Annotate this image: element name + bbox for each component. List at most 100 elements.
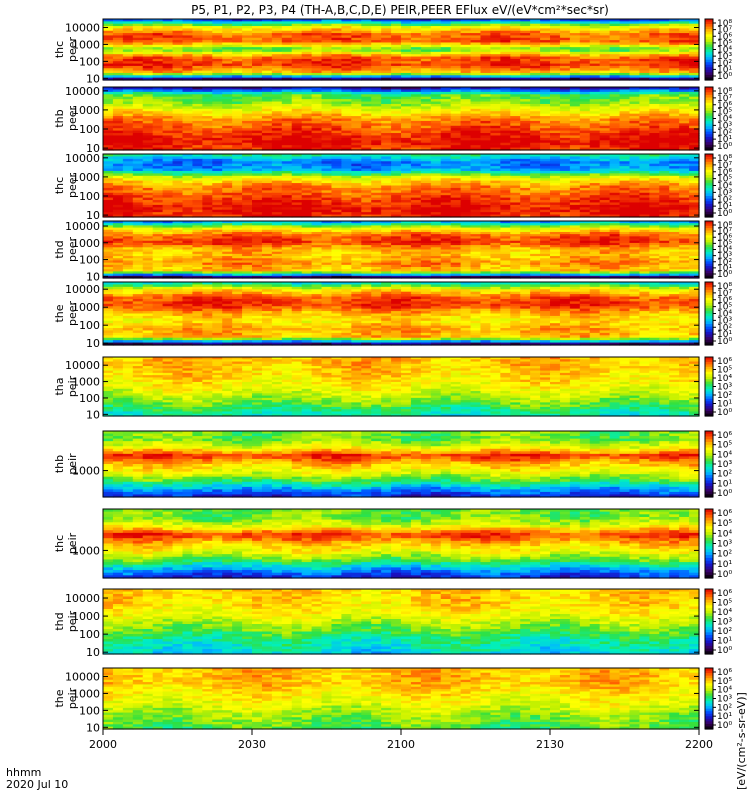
y-tick-label: 1000 [72,171,100,184]
colorbar-tick-label: 10⁸ [717,154,732,164]
y-tick-label: 100 [79,123,100,136]
x-tick-label: 2030 [238,738,266,751]
y-tick-label: 10000 [65,592,100,605]
colorbar-tick-label: 10¹ [717,264,732,274]
y-tick-label: 1000 [72,376,100,389]
panel-7-spectrogram [103,431,700,498]
panel-1-label: thc [53,41,66,58]
panel-6-frame [102,356,700,417]
colorbar-tick-label: 10⁴ [717,450,732,460]
y-tick-label: 1000 [72,301,100,314]
panel-2-label-line2: peer [66,106,79,132]
panel-6-label-line2: peir [66,375,79,397]
colorbar-tick-label: 10⁴ [717,686,732,696]
y-tick-label: 1000 [72,544,100,557]
panel-8-spectrogram [103,509,700,579]
colorbar-tick-label: 10⁶ [717,431,732,441]
x-tick-label: 2130 [536,738,564,751]
colorbar-tick-label: 10⁸ [717,221,732,231]
colorbar-tick-label: 10⁷ [717,26,732,36]
colorbar-tick-label: 10⁵ [717,175,732,185]
colorbar-tick-label: 10⁸ [717,282,732,292]
colorbar-tick-label: 10⁷ [717,227,732,237]
y-tick-label: 100 [79,704,100,717]
y-tick-label: 1000 [72,38,100,51]
y-tick-label: 100 [79,190,100,203]
colorbar-tick-label: 10¹ [717,202,732,212]
panel-10-label: the [53,689,66,707]
colorbar-tick-label: 10⁶ [717,101,732,111]
panel-5-label-line2: peer [66,301,79,327]
panel-3-label-line2: peer [66,173,79,199]
colorbar-tick-label: 10⁴ [717,182,732,192]
colorbar-tick-label: 10⁸ [717,87,732,97]
colorbar-tick-label: 10⁴ [717,529,732,539]
colorbar-tick-label: 10³ [717,460,732,470]
colorbar-tick-label: 10¹ [717,135,732,145]
colorbar-tick-label: 10⁴ [717,310,732,320]
panel-2-label: thb [53,109,66,127]
colorbar-tick-label: 10⁴ [717,46,732,56]
panel-8-label: thc [53,535,66,552]
panel-1-label-line2: peer [66,37,79,63]
colorbar-tick-label: 10² [717,470,732,480]
panel-5-label: the [53,304,66,322]
y-tick-label: 1000 [72,687,100,700]
colorbar-tick-label: 10¹ [717,330,732,340]
colorbar-tick-label: 10⁵ [717,677,732,687]
y-tick-label: 10000 [65,152,100,165]
panel-10: 10 100 1000 10000 the peir 10⁶10⁵10⁴10³10²10¹1… [53,667,732,734]
panel-9-label-line2: peir [66,610,79,632]
panel-3-frame [102,153,700,218]
y-tick-label: 100 [79,254,100,267]
y-tick-label: 10000 [65,670,100,683]
time-axis-label: hhmm [6,766,41,779]
y-tick-label: 10000 [65,21,100,34]
colorbar-unit-label: [eV/(cm²-s-sr-eV)] [735,692,748,790]
colorbar-tick-label: 10⁵ [717,441,732,451]
colorbar-tick-label: 10⁰ [717,408,732,418]
panel-9-spectrogram [103,589,700,655]
colorbar-tick-label: 10⁴ [717,246,732,256]
time-axis: 2000 2030 2100 2130 2200 [89,729,713,751]
panel-4-spectrogram [103,221,700,279]
y-tick-label: 10000 [65,283,100,296]
colorbar-tick-label: 10⁵ [717,303,732,313]
colorbar-tick-label: 10⁶ [717,668,732,678]
colorbar-tick-label: 10⁴ [717,608,732,618]
colorbar-tick-label: 10⁶ [717,32,732,42]
panel-9-frame [102,588,700,655]
y-tick-label: 1000 [72,237,100,250]
colorbar-tick-label: 10⁰ [717,489,732,499]
panel-9-label: thd [53,612,66,630]
panel-7-frame [102,430,700,498]
y-tick-label: 10 [86,408,100,421]
colorbar-tick-label: 10⁰ [717,142,732,152]
panel-5-spectrogram [103,282,700,346]
panel-10-spectrogram [103,668,700,730]
colorbar-tick-label: 10¹ [717,479,732,489]
x-tick-label: 2000 [89,738,117,751]
panel-2-frame [102,86,700,151]
colorbar-tick-label: 10³ [717,188,732,198]
figure-title: P5, P1, P2, P3, P4 (TH-A,B,C,D,E) PEIR,P… [191,3,609,17]
colorbar-tick-label: 10² [717,703,732,713]
colorbar-tick-label: 10¹ [717,637,732,647]
colorbar-tick-label: 10² [717,195,732,205]
colorbar-tick-label: 10⁴ [717,115,732,125]
colorbar-tick-label: 10² [717,323,732,333]
colorbar-tick-label: 10³ [717,695,732,705]
panel-8-label-line2: peir [66,532,79,554]
colorbar-tick-label: 10¹ [717,712,732,722]
panel-1-spectrogram [103,19,700,81]
